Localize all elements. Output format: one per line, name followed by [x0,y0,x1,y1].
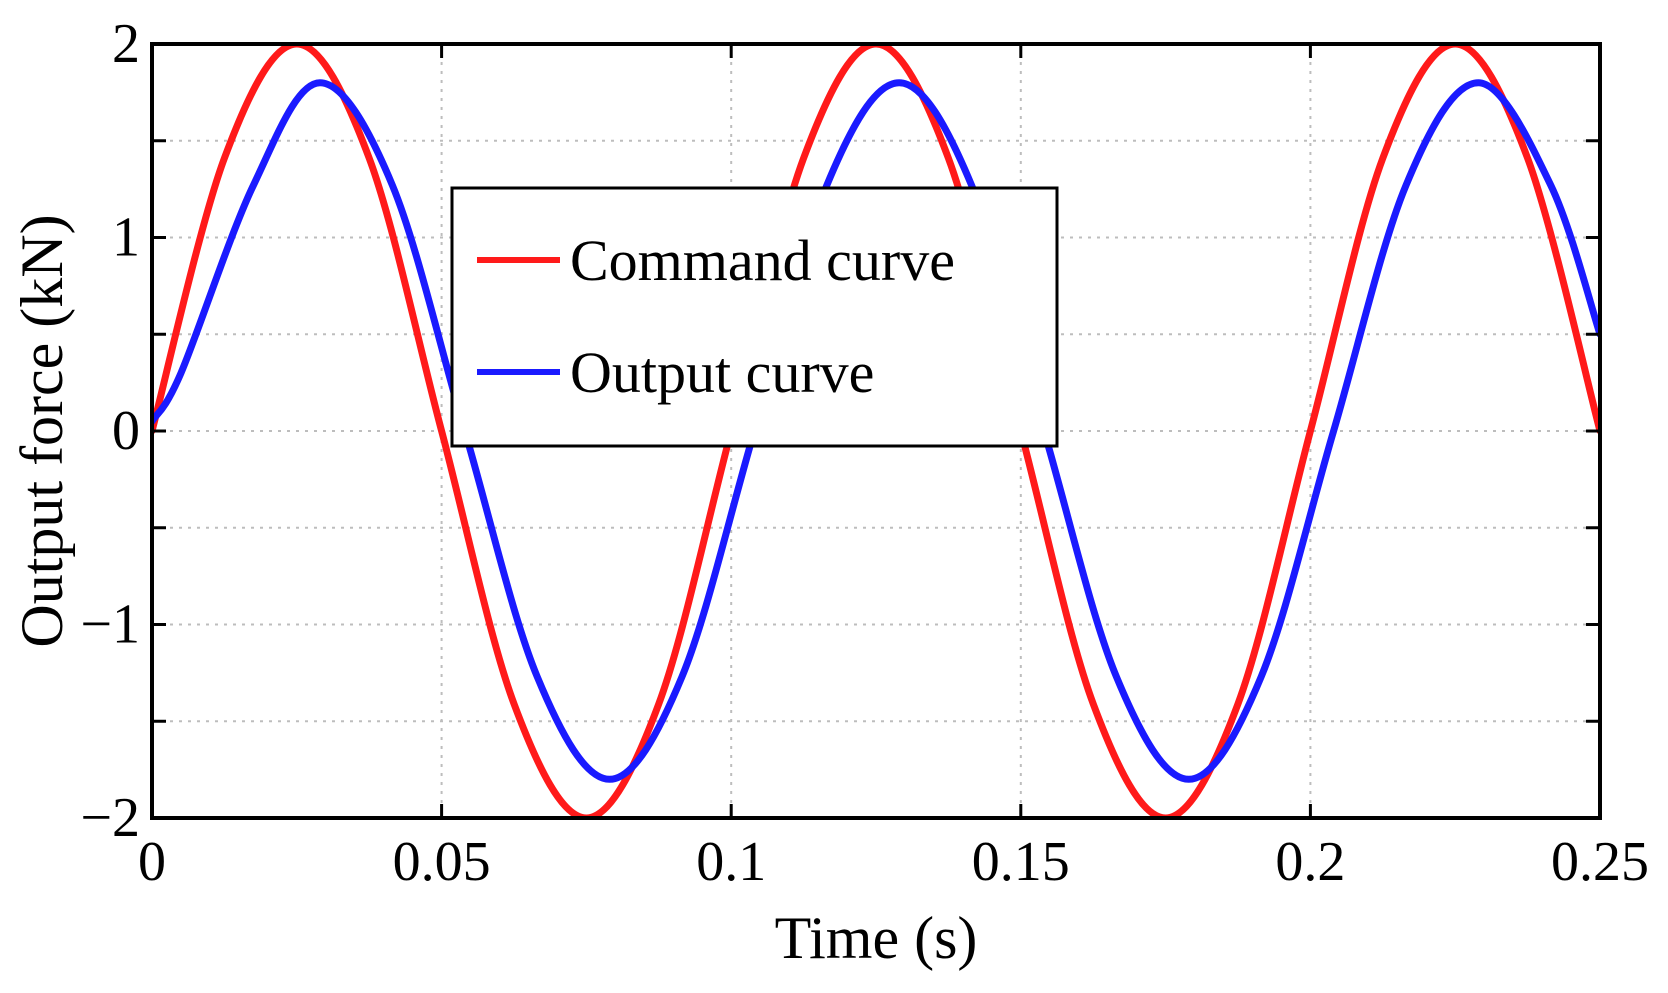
legend-label-command: Command curve [570,228,955,293]
y-tick-label: 2 [112,13,140,75]
output-curve-line [152,79,1600,783]
y-tick-label: −1 [80,594,140,656]
x-tick-label: 0 [138,831,166,893]
x-tick-label: 0.2 [1275,831,1345,893]
x-axis-title: Time (s) [775,905,978,971]
ticks [150,42,1602,820]
y-tick-label: 1 [112,207,140,269]
y-axis-title: Output force (kN) [9,214,75,647]
legend: Command curve Output curve [450,186,1059,448]
x-tick-label: 0.15 [972,831,1070,893]
x-tick-label: 0.1 [696,831,766,893]
x-tick-label: 0.25 [1551,831,1649,893]
legend-label-output: Output curve [570,340,874,405]
legend-box [450,186,1059,448]
y-tick-label: 0 [112,400,140,462]
x-tick-label: 0.05 [393,831,491,893]
tick-labels: 0 0.05 0.1 0.15 0.2 0.25 −2 −1 0 1 2 [80,13,1649,893]
y-tick-label: −2 [80,787,140,849]
